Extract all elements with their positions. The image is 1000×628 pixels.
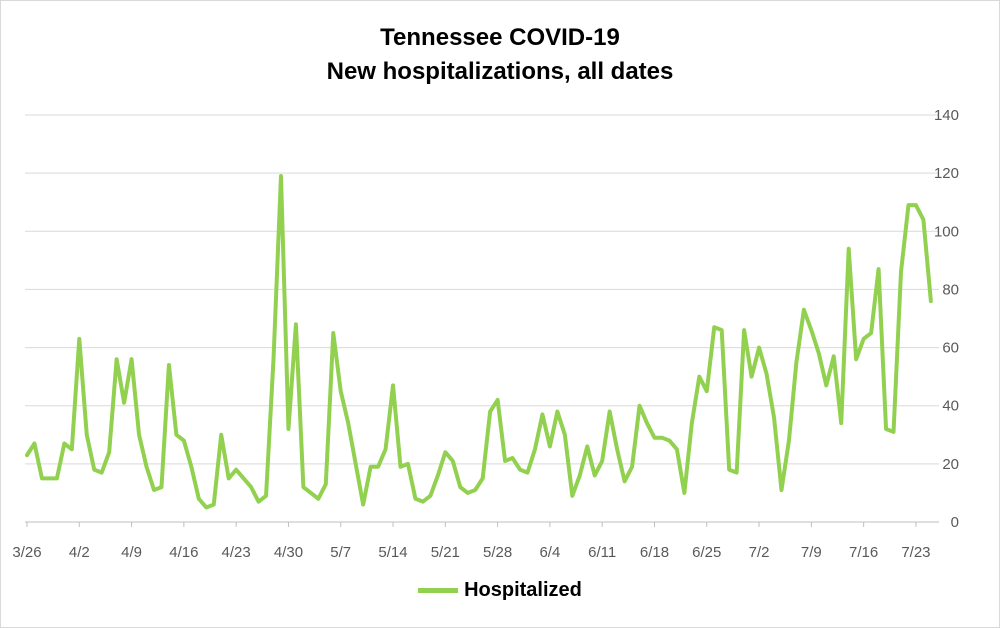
x-axis-tick-labels: 3/26 4/2 4/9 4/16 4/23 4/30 5/7 5/14 5/21 5/28 6/4… (12, 544, 930, 561)
legend-label-hospitalized: Hospitalized (464, 579, 582, 601)
x-axis (25, 521, 939, 527)
x-tick-label: 4/16 (169, 544, 198, 561)
x-tick-label: 5/21 (431, 544, 460, 561)
x-tick-label: 6/25 (692, 544, 721, 561)
chart-title: Tennessee COVID-19 New hospitalizations,… (1, 21, 999, 89)
y-tick-label: 60 (942, 340, 959, 357)
chart-title-line-1: Tennessee COVID-19 (380, 24, 620, 51)
series-line-hospitalized (25, 174, 933, 510)
x-tick-label: 7/16 (849, 544, 878, 561)
y-tick-label: 80 (942, 281, 959, 298)
y-tick-label: 140 (934, 107, 959, 124)
x-tick-label: 4/23 (222, 544, 251, 561)
y-tick-label: 40 (942, 398, 959, 415)
legend: Hospitalized (1, 579, 999, 602)
x-tick-label: 4/2 (69, 544, 90, 561)
x-tick-label: 6/18 (640, 544, 669, 561)
x-tick-label: 7/2 (749, 544, 770, 561)
gridlines (25, 114, 939, 465)
x-tick-label: 5/28 (483, 544, 512, 561)
x-tick-label: 4/9 (121, 544, 142, 561)
y-tick-label: 100 (934, 223, 959, 240)
series-layer (25, 174, 933, 510)
x-tick-label: 6/4 (539, 544, 560, 561)
x-tick-label: 7/23 (901, 544, 930, 561)
y-tick-label: 0 (951, 514, 959, 531)
y-tick-label: 20 (942, 456, 959, 473)
x-tick-label: 5/14 (378, 544, 407, 561)
y-axis-tick-labels: 0 20 40 60 80 100 120 140 (934, 107, 959, 531)
legend-swatch-hospitalized (418, 588, 459, 593)
x-tick-label: 7/9 (801, 544, 822, 561)
x-tick-label: 6/11 (588, 544, 616, 561)
x-tick-label: 5/7 (330, 544, 351, 561)
x-tick-label: 4/30 (274, 544, 303, 561)
x-tick-label: 3/26 (12, 544, 41, 561)
y-tick-label: 120 (934, 165, 959, 182)
chart-title-line-2: New hospitalizations, all dates (326, 58, 674, 85)
